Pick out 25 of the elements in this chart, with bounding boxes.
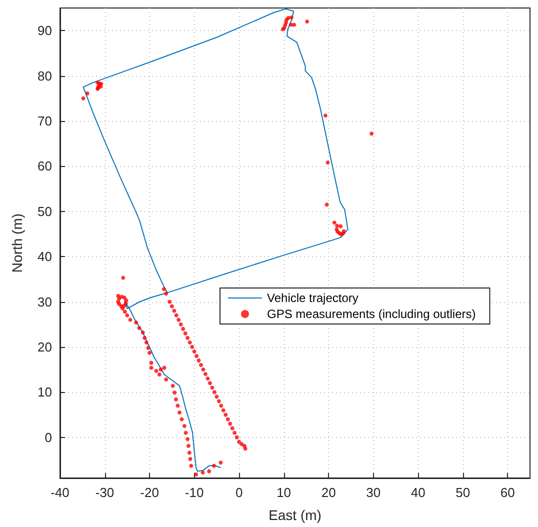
x-tick-label: -40: [50, 485, 70, 500]
y-tick-label: 0: [44, 430, 52, 445]
y-tick-label: 80: [38, 68, 52, 84]
y-tick-label: 10: [38, 384, 52, 400]
y-tick-label: 60: [38, 158, 52, 174]
y-tick-label: 20: [38, 339, 52, 354]
x-tick-label: 10: [276, 485, 292, 500]
x-tick-label: 40: [410, 485, 426, 500]
x-tick-label: 30: [366, 485, 381, 500]
x-tick-label: 50: [456, 485, 470, 500]
x-tick-label: 0: [235, 485, 243, 500]
y-tick-label: 70: [38, 113, 52, 128]
y-tick-label: 30: [38, 294, 52, 310]
y-tick-label: 50: [38, 204, 52, 219]
legend-label: Vehicle trajectory: [267, 291, 358, 305]
x-tick-label: -30: [95, 485, 114, 500]
x-tick-label: 20: [321, 485, 336, 500]
x-tick-label: 60: [500, 485, 515, 500]
x-tick-label: -10: [184, 485, 204, 500]
y-tick-label: 40: [38, 249, 52, 264]
legend-label: GPS measurements (including outliers): [267, 307, 476, 321]
x-tick-label: -20: [140, 485, 159, 500]
y-axis-title: North (m): [9, 213, 25, 273]
x-axis-title: East (m): [268, 507, 322, 523]
y-tick-label: 90: [38, 23, 52, 38]
